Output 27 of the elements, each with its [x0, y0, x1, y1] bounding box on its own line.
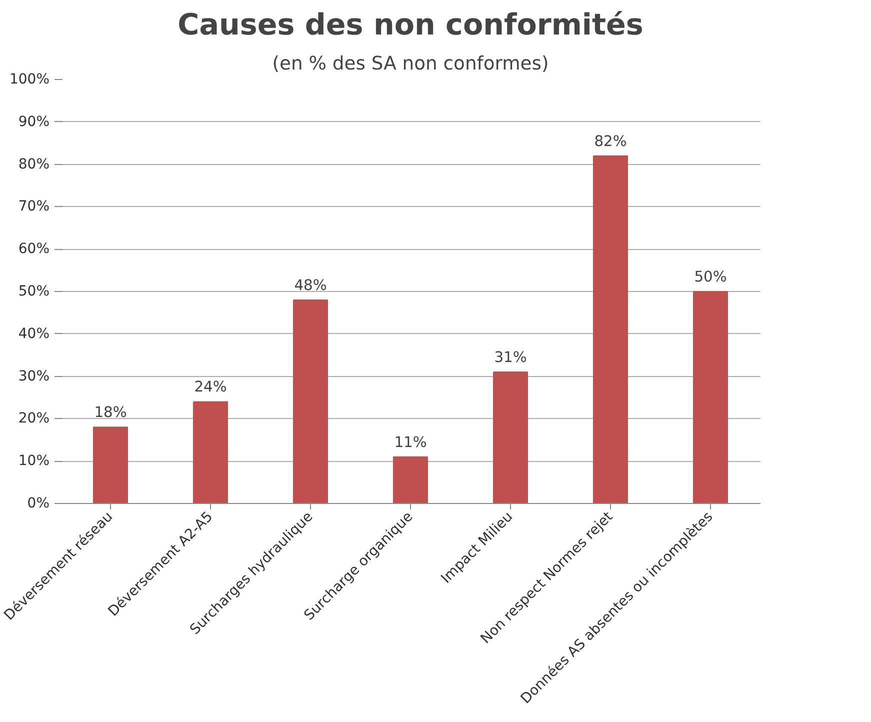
y-tick-label: 10%: [18, 453, 50, 470]
y-tick-label: 40%: [18, 326, 50, 342]
y-tick-label: 60%: [18, 241, 50, 258]
y-tick-label: 0%: [27, 496, 50, 512]
bar: [193, 401, 228, 504]
y-tick-label: 90%: [18, 114, 50, 130]
bar: [593, 155, 628, 504]
data-label: 48%: [294, 276, 327, 294]
y-tick-label: 20%: [18, 410, 50, 427]
bar: [293, 299, 328, 504]
data-label: 82%: [594, 132, 627, 150]
data-label: 18%: [94, 404, 127, 422]
data-label: 50%: [694, 268, 727, 286]
bar: [493, 372, 528, 504]
y-tick-label: 80%: [18, 156, 50, 172]
bar: [393, 456, 428, 504]
y-tick-label: 30%: [18, 368, 50, 384]
chart-title: Causes des non conformités: [178, 8, 644, 42]
bar: [693, 291, 728, 504]
data-label: 11%: [394, 434, 427, 451]
bar: [93, 426, 128, 504]
y-tick-label: 50%: [18, 284, 50, 300]
chart-subtitle: (en % des SA non conformes): [272, 54, 549, 74]
data-label: 24%: [194, 378, 227, 396]
data-label: 31%: [494, 349, 527, 366]
y-tick-label: 100%: [9, 72, 50, 88]
y-tick-label: 70%: [18, 198, 50, 215]
